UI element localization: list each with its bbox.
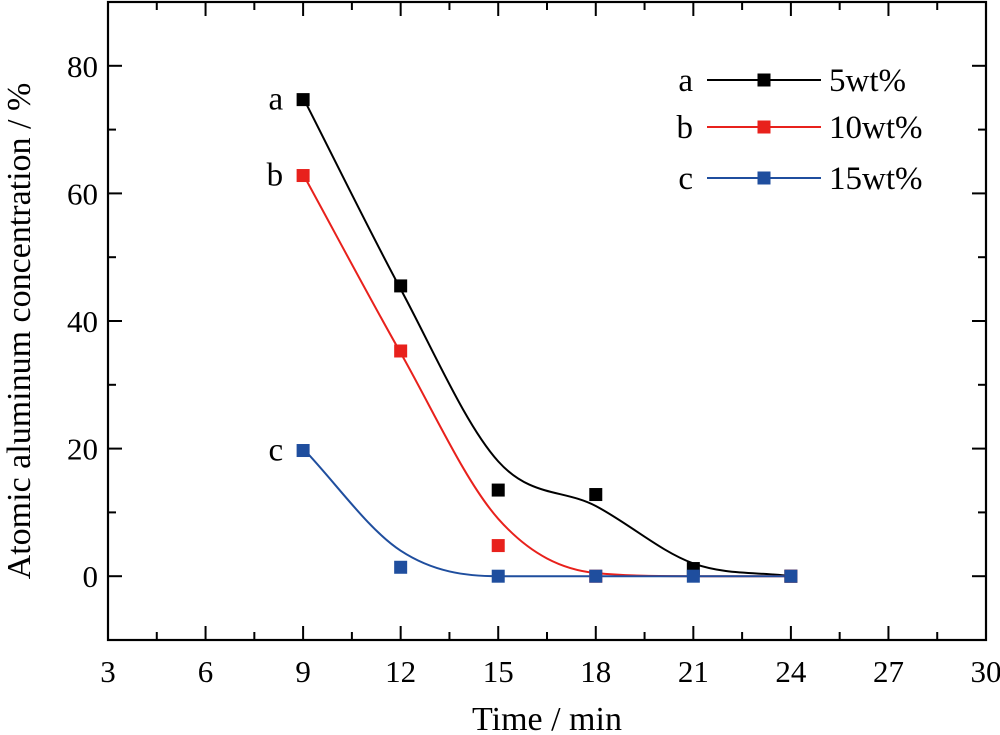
axes: 3 6 9 12 15 18 21 24 27 30 0 20 40 60 80 (67, 0, 1000, 689)
legend-label-a: a (678, 63, 693, 99)
legend-label-b: b (677, 110, 694, 146)
fit-curves (302, 97, 792, 578)
legend: a 5wt% b 10wt% c 15wt% (677, 63, 923, 197)
curve-label-c: c (268, 433, 283, 469)
data-point-a (394, 279, 408, 293)
data-point-a (589, 488, 603, 502)
curve-label-a: a (268, 82, 283, 118)
x-tick-label: 12 (385, 654, 416, 689)
data-point-a (296, 93, 310, 107)
y-tick-label: 0 (83, 559, 99, 594)
x-tick-label: 6 (198, 654, 214, 689)
x-tick-label: 15 (483, 654, 514, 689)
x-axis-title: Time / min (472, 701, 622, 735)
data-point-c (589, 569, 603, 583)
x-tick-label: 21 (678, 654, 709, 689)
data-point-c (784, 569, 798, 583)
legend-name-b: 10wt% (829, 110, 923, 146)
y-tick-label: 80 (67, 49, 98, 84)
legend-marker-b (757, 120, 771, 134)
y-tick-label: 60 (67, 176, 98, 211)
data-point-c (686, 569, 700, 583)
y-tick-label: 40 (67, 304, 98, 339)
fit-curve-b (302, 173, 791, 578)
legend-label-c: c (678, 161, 693, 197)
x-tick-label: 24 (775, 654, 807, 689)
legend-name-a: 5wt% (829, 63, 906, 99)
data-point-b (296, 169, 310, 183)
data-point-c (491, 569, 505, 583)
fit-curve-a (302, 97, 792, 578)
legend-name-c: 15wt% (829, 161, 923, 197)
y-axis-title: Atomic aluminum concentration / % (1, 83, 38, 580)
data-point-c (296, 444, 310, 458)
x-tick-label: 30 (971, 654, 1000, 689)
curve-labels: a b c (267, 82, 284, 469)
data-point-b (394, 344, 408, 358)
fit-curve-c (302, 447, 791, 578)
x-tick-label: 18 (580, 654, 611, 689)
y-tick-label: 20 (67, 432, 98, 467)
x-tick-label: 27 (873, 654, 904, 689)
x-tick-label: 3 (100, 654, 116, 689)
data-point-a (491, 483, 505, 497)
data-point-c (394, 560, 408, 574)
x-tick-label: 9 (295, 654, 311, 689)
legend-marker-c (757, 171, 771, 185)
legend-marker-a (757, 73, 771, 87)
curve-label-b: b (267, 158, 284, 194)
data-point-b (491, 539, 505, 553)
data-markers (296, 93, 798, 583)
